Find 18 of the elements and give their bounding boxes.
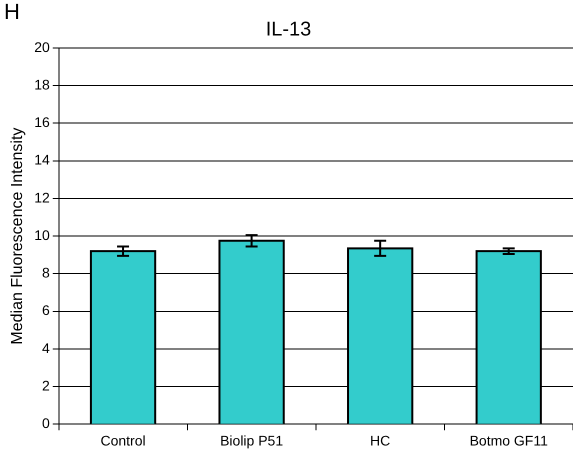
y-tick-label: 20 <box>34 38 50 55</box>
y-tick-label: 10 <box>34 226 50 243</box>
y-tick-label: 2 <box>42 377 50 394</box>
x-tick-label: HC <box>370 432 390 448</box>
x-tick-label: Biolip P51 <box>220 432 284 448</box>
y-tick-label: 18 <box>34 76 50 92</box>
y-tick-label: 6 <box>42 302 50 318</box>
y-tick-label: 0 <box>42 415 50 432</box>
y-tick-label: 12 <box>34 189 50 206</box>
chart-title: IL-13 <box>266 18 312 41</box>
y-axis-title: Median Fluorescence Intensity <box>9 128 26 345</box>
x-tick-label: Control <box>100 432 146 448</box>
y-tick-label: 16 <box>34 114 50 130</box>
text: H <box>4 0 20 24</box>
y-tick-label: 4 <box>42 340 50 356</box>
y-tick-label: 14 <box>34 152 50 168</box>
x-tick-label: Botmo GF11 <box>470 432 548 448</box>
y-tick-label: 8 <box>42 264 50 281</box>
